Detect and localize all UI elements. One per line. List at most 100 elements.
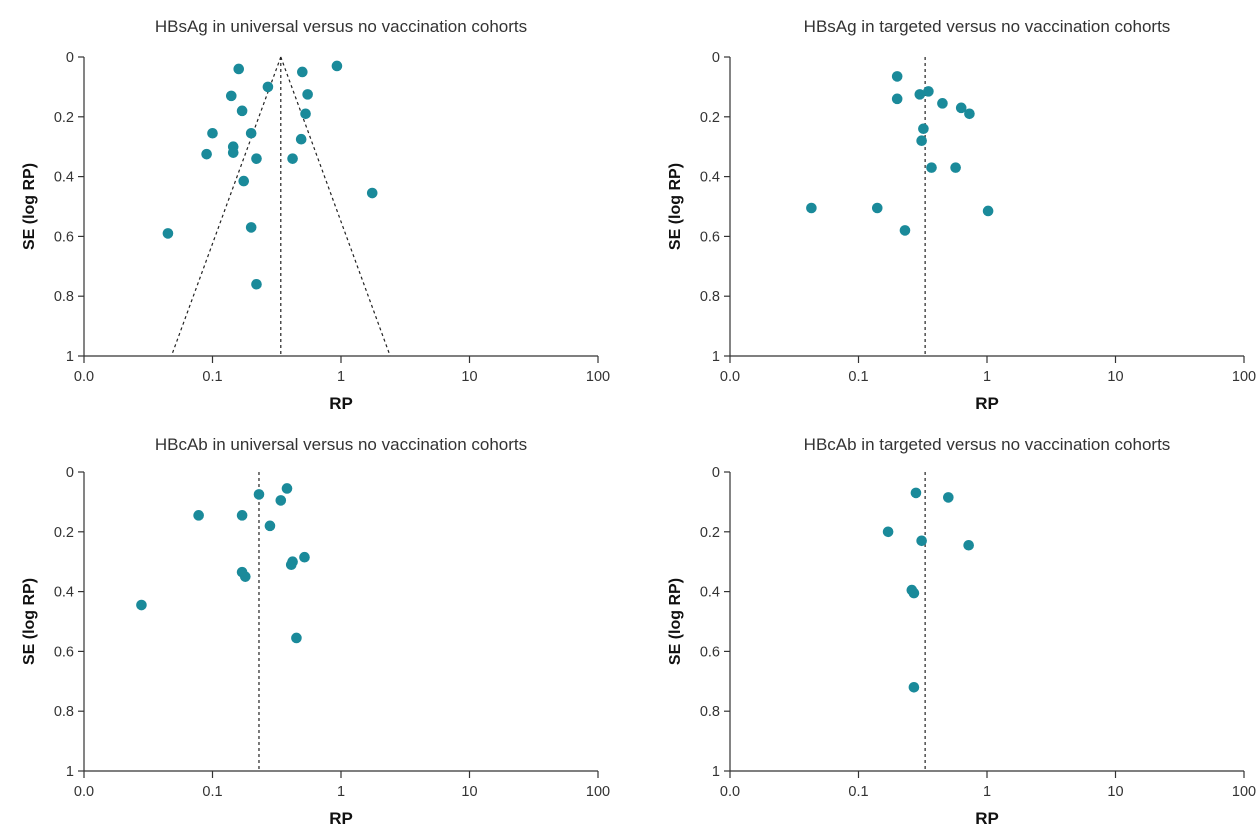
data-point	[236, 105, 248, 117]
chart-title: HBsAg in targeted versus no vaccination …	[804, 17, 1171, 36]
data-point	[201, 148, 212, 160]
data-point	[891, 93, 903, 105]
x-axis-label: RP	[329, 809, 353, 828]
y-tick-label: 0.8	[54, 289, 74, 305]
data-point	[236, 510, 248, 521]
y-axis-label: SE (log RP)	[21, 578, 38, 665]
data-point	[281, 483, 293, 494]
data-point	[916, 135, 927, 147]
y-tick-label: 0.8	[700, 704, 720, 720]
data-point	[926, 162, 937, 173]
y-tick-label: 0.4	[700, 170, 720, 186]
x-tick-label: 0.1	[848, 784, 868, 800]
data-point	[297, 66, 308, 78]
y-tick-label: 1	[66, 764, 74, 780]
data-point	[300, 108, 311, 120]
x-axis-label: RP	[975, 394, 999, 413]
data-point	[964, 108, 975, 120]
y-tick-label: 0.6	[700, 644, 720, 660]
x-tick-label: 100	[586, 369, 610, 385]
x-tick-label: 0.0	[720, 369, 740, 385]
data-point	[225, 90, 237, 102]
y-tick-label: 0.6	[54, 229, 74, 245]
data-point	[955, 102, 967, 114]
data-point	[253, 489, 265, 500]
x-tick-label: 100	[1232, 369, 1256, 385]
data-point	[937, 98, 948, 109]
data-point	[943, 492, 954, 503]
x-tick-label: 0.0	[74, 784, 94, 800]
data-point	[882, 526, 894, 538]
data-point	[136, 599, 147, 611]
data-point	[245, 222, 257, 233]
x-tick-label: 10	[1107, 784, 1123, 800]
data-point	[891, 71, 903, 82]
data-point	[299, 551, 310, 563]
y-tick-label: 0	[66, 50, 74, 66]
x-tick-label: 10	[1107, 369, 1123, 385]
data-point	[245, 127, 257, 139]
x-tick-label: 100	[586, 784, 610, 800]
x-tick-label: 100	[1232, 784, 1256, 800]
x-axis-label: RP	[329, 394, 353, 413]
data-point	[871, 202, 883, 214]
y-tick-label: 0.2	[54, 525, 74, 541]
funnel-left-line	[170, 56, 282, 357]
data-point	[331, 60, 343, 72]
x-tick-label: 1	[337, 369, 345, 385]
y-tick-label: 0.4	[54, 170, 74, 186]
data-point	[240, 571, 251, 582]
y-tick-label: 0.8	[700, 289, 720, 305]
data-point	[295, 133, 307, 145]
x-tick-label: 10	[461, 369, 477, 385]
x-tick-label: 0.0	[720, 784, 740, 800]
x-tick-label: 10	[461, 784, 477, 800]
data-point	[233, 63, 245, 75]
y-tick-label: 0.4	[700, 585, 720, 601]
y-axis-label: SE (log RP)	[667, 578, 684, 665]
chart-title: HBcAb in targeted versus no vaccination …	[804, 435, 1171, 454]
data-point	[251, 278, 262, 290]
y-tick-label: 0	[66, 465, 74, 481]
y-tick-label: 0.2	[700, 110, 720, 126]
y-tick-label: 0.4	[54, 585, 74, 601]
y-tick-label: 0.2	[700, 525, 720, 541]
data-point	[207, 127, 218, 139]
data-point	[908, 587, 920, 599]
x-tick-label: 0.1	[202, 369, 222, 385]
panel-hbcab-targeted: HBcAb in targeted versus no vaccination …	[667, 435, 1256, 828]
data-point	[918, 123, 929, 135]
x-tick-label: 0.0	[74, 369, 94, 385]
data-point	[285, 559, 297, 570]
data-point	[291, 632, 302, 644]
data-point	[806, 202, 817, 214]
x-tick-label: 1	[983, 784, 991, 800]
data-point	[908, 681, 920, 693]
y-tick-label: 1	[712, 349, 720, 365]
data-point	[950, 162, 961, 173]
y-tick-label: 0.2	[54, 110, 74, 126]
y-axis-label: SE (log RP)	[21, 163, 38, 250]
data-point	[193, 510, 204, 521]
data-point	[910, 487, 922, 499]
chart-title: HBcAb in universal versus no vaccination…	[155, 435, 527, 454]
data-point	[963, 539, 974, 551]
chart-title: HBsAg in universal versus no vaccination…	[155, 17, 527, 36]
y-tick-label: 0	[712, 50, 720, 66]
x-tick-label: 1	[337, 784, 345, 800]
funnel-right-line	[280, 56, 391, 357]
data-point	[251, 153, 262, 164]
data-point	[162, 228, 174, 239]
y-tick-label: 1	[712, 764, 720, 780]
data-point	[275, 495, 287, 506]
y-axis-label: SE (log RP)	[667, 163, 684, 250]
y-tick-label: 0.6	[54, 644, 74, 660]
data-point	[923, 86, 934, 97]
data-point	[262, 81, 274, 93]
data-point	[264, 520, 276, 532]
y-tick-label: 0.6	[700, 229, 720, 245]
data-point	[982, 205, 994, 217]
data-point	[227, 147, 239, 158]
y-tick-label: 1	[66, 349, 74, 365]
